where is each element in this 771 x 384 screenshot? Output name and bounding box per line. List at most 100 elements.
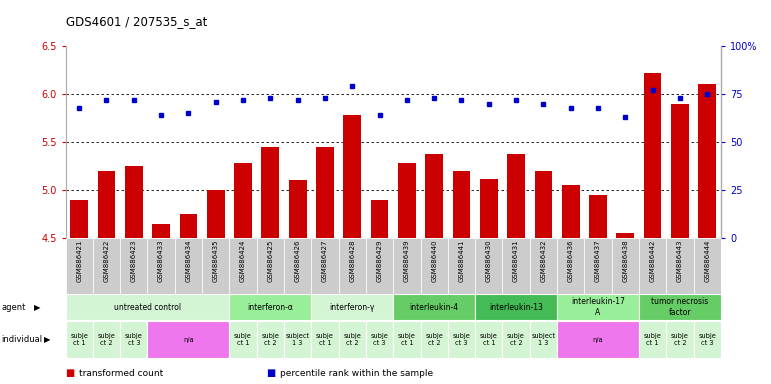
Bar — [475, 294, 557, 320]
Bar — [420, 321, 448, 358]
Text: subject
1 3: subject 1 3 — [531, 333, 555, 346]
Bar — [398, 163, 416, 238]
Text: GSM886433: GSM886433 — [158, 240, 164, 282]
Bar — [147, 321, 230, 358]
Text: subje
ct 3: subje ct 3 — [453, 333, 470, 346]
Text: subje
ct 3: subje ct 3 — [371, 333, 389, 346]
Bar — [694, 238, 721, 294]
Text: subje
ct 1: subje ct 1 — [234, 333, 252, 346]
Text: GDS4601 / 207535_s_at: GDS4601 / 207535_s_at — [66, 15, 207, 28]
Bar — [120, 238, 147, 294]
Bar — [311, 321, 338, 358]
Text: ▶: ▶ — [34, 303, 40, 312]
Text: GSM886424: GSM886424 — [240, 240, 246, 282]
Bar — [666, 321, 694, 358]
Bar — [530, 321, 557, 358]
Bar — [343, 115, 361, 238]
Text: individual: individual — [2, 335, 42, 344]
Bar — [557, 321, 639, 358]
Bar — [611, 238, 639, 294]
Text: subje
ct 3: subje ct 3 — [699, 333, 716, 346]
Bar — [448, 321, 475, 358]
Bar — [557, 294, 639, 320]
Bar — [671, 104, 689, 238]
Text: interleukin-13: interleukin-13 — [489, 303, 543, 312]
Bar — [420, 238, 448, 294]
Bar — [230, 238, 257, 294]
Bar — [530, 238, 557, 294]
Bar — [180, 214, 197, 238]
Bar — [70, 200, 88, 238]
Text: GSM886441: GSM886441 — [459, 240, 464, 282]
Text: subje
ct 1: subje ct 1 — [316, 333, 334, 346]
Bar — [562, 185, 580, 238]
Bar — [175, 238, 202, 294]
Text: subje
ct 1: subje ct 1 — [644, 333, 662, 346]
Text: ▶: ▶ — [44, 335, 50, 344]
Bar — [639, 321, 666, 358]
Bar — [666, 238, 694, 294]
Bar — [230, 321, 257, 358]
Bar — [393, 294, 475, 320]
Bar — [503, 321, 530, 358]
Bar — [371, 200, 389, 238]
Text: GSM886432: GSM886432 — [540, 240, 547, 282]
Text: GSM886440: GSM886440 — [431, 240, 437, 282]
Bar — [534, 171, 552, 238]
Text: subje
ct 2: subje ct 2 — [261, 333, 279, 346]
Text: subje
ct 3: subje ct 3 — [125, 333, 143, 346]
Bar — [66, 238, 93, 294]
Bar — [453, 171, 470, 238]
Bar — [257, 321, 284, 358]
Bar — [639, 294, 721, 320]
Text: GSM886434: GSM886434 — [185, 240, 191, 282]
Bar — [152, 223, 170, 238]
Bar — [480, 179, 497, 238]
Text: GSM886437: GSM886437 — [595, 240, 601, 282]
Bar — [393, 238, 420, 294]
Bar — [639, 238, 666, 294]
Bar — [93, 238, 120, 294]
Bar — [338, 238, 366, 294]
Text: GSM886426: GSM886426 — [295, 240, 301, 282]
Bar — [557, 238, 584, 294]
Text: GSM886444: GSM886444 — [704, 240, 710, 282]
Bar — [257, 238, 284, 294]
Bar — [311, 238, 338, 294]
Text: agent: agent — [2, 303, 26, 312]
Text: n/a: n/a — [593, 337, 604, 343]
Text: GSM886443: GSM886443 — [677, 240, 683, 282]
Text: GSM886442: GSM886442 — [650, 240, 655, 282]
Text: transformed count: transformed count — [79, 369, 163, 378]
Text: tumor necrosis
factor: tumor necrosis factor — [651, 298, 709, 317]
Bar — [261, 147, 279, 238]
Bar — [120, 321, 147, 358]
Text: percentile rank within the sample: percentile rank within the sample — [280, 369, 433, 378]
Bar — [316, 147, 334, 238]
Bar — [366, 321, 393, 358]
Text: n/a: n/a — [183, 337, 194, 343]
Bar — [503, 238, 530, 294]
Bar — [426, 154, 443, 238]
Text: GSM886430: GSM886430 — [486, 240, 492, 282]
Bar — [207, 190, 224, 238]
Text: interleukin-17
A: interleukin-17 A — [571, 298, 625, 317]
Bar — [147, 238, 175, 294]
Text: GSM886431: GSM886431 — [513, 240, 519, 282]
Text: untreated control: untreated control — [114, 303, 181, 312]
Text: subje
ct 2: subje ct 2 — [98, 333, 116, 346]
Bar — [234, 163, 252, 238]
Bar — [475, 321, 503, 358]
Text: ■: ■ — [266, 368, 275, 378]
Text: GSM886436: GSM886436 — [567, 240, 574, 282]
Bar — [644, 73, 662, 238]
Bar — [589, 195, 607, 238]
Text: GSM886423: GSM886423 — [131, 240, 136, 282]
Text: GSM886422: GSM886422 — [103, 240, 109, 282]
Text: subje
ct 1: subje ct 1 — [398, 333, 416, 346]
Text: GSM886421: GSM886421 — [76, 240, 82, 282]
Bar — [284, 321, 311, 358]
Text: ■: ■ — [66, 368, 75, 378]
Bar — [584, 238, 611, 294]
Text: interleukin-4: interleukin-4 — [409, 303, 459, 312]
